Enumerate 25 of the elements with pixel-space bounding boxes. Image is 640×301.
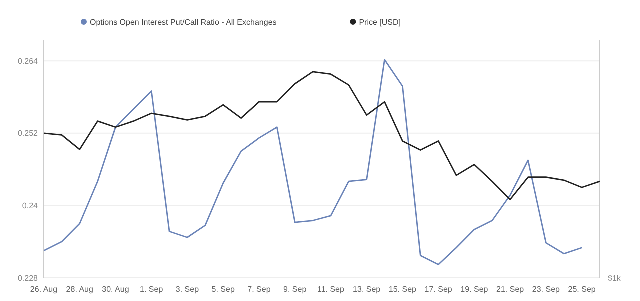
x-tick-label: 15. Sep: [388, 285, 418, 294]
x-tick-label: 7. Sep: [248, 285, 272, 294]
y-tick-label: 0.264: [18, 56, 39, 66]
x-tick-label: 26. Aug: [30, 285, 58, 294]
x-tick-label: 17. Sep: [424, 285, 453, 294]
x-tick-label: 5. Sep: [212, 285, 236, 294]
x-tick-label: 21. Sep: [496, 285, 525, 294]
x-tick-label: 30. Aug: [102, 285, 130, 294]
x-tick-label: 13. Sep: [353, 285, 382, 294]
x-tick-label: 3. Sep: [176, 285, 200, 294]
x-tick-label: 23. Sep: [532, 285, 561, 294]
y-tick-label: 0.228: [18, 274, 39, 283]
x-tick-label: 28. Aug: [66, 285, 94, 294]
legend-label: Price [USD]: [359, 18, 401, 27]
y-tick-label: 0.252: [18, 129, 39, 138]
text: $1k: [608, 274, 622, 283]
y-tick-label: 0.24: [22, 201, 39, 210]
legend-label: Options Open Interest Put/Call Ratio - All Exchanges: [90, 18, 277, 27]
x-tick-label: 25. Sep: [568, 285, 596, 294]
x-tick-label: 1. Sep: [140, 285, 164, 294]
line-series: [43, 71, 601, 200]
x-tick-label: 9. Sep: [284, 285, 308, 294]
x-tick-label: 19. Sep: [460, 285, 489, 294]
x-tick-label: 11. Sep: [317, 285, 346, 294]
line-series: [43, 59, 583, 266]
